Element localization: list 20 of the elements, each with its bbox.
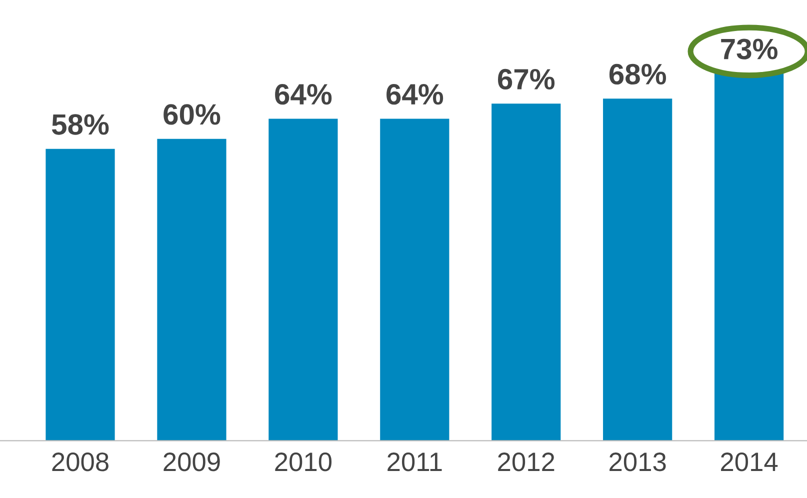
data-label: 64%	[386, 84, 444, 105]
bar	[157, 138, 226, 441]
x-tick-label: 2014	[721, 452, 778, 472]
data-label: 68%	[609, 64, 666, 85]
data-label: 60%	[164, 104, 220, 125]
bar	[380, 118, 450, 441]
bar	[492, 104, 561, 441]
x-tick-label: 2010	[275, 452, 332, 472]
x-tick-label: 2008	[52, 452, 108, 472]
x-tick-label: 2011	[388, 452, 442, 472]
bar	[268, 118, 338, 441]
data-label: 64%	[275, 84, 332, 105]
data-label: 67%	[498, 68, 555, 90]
data-label: 73%	[721, 38, 778, 60]
x-tick-label: 2013	[610, 452, 666, 472]
bar	[46, 148, 115, 441]
x-tick-label: 2009	[164, 452, 220, 472]
data-label: 58%	[52, 114, 109, 135]
bar	[603, 98, 672, 441]
x-tick-label: 2012	[498, 452, 554, 472]
